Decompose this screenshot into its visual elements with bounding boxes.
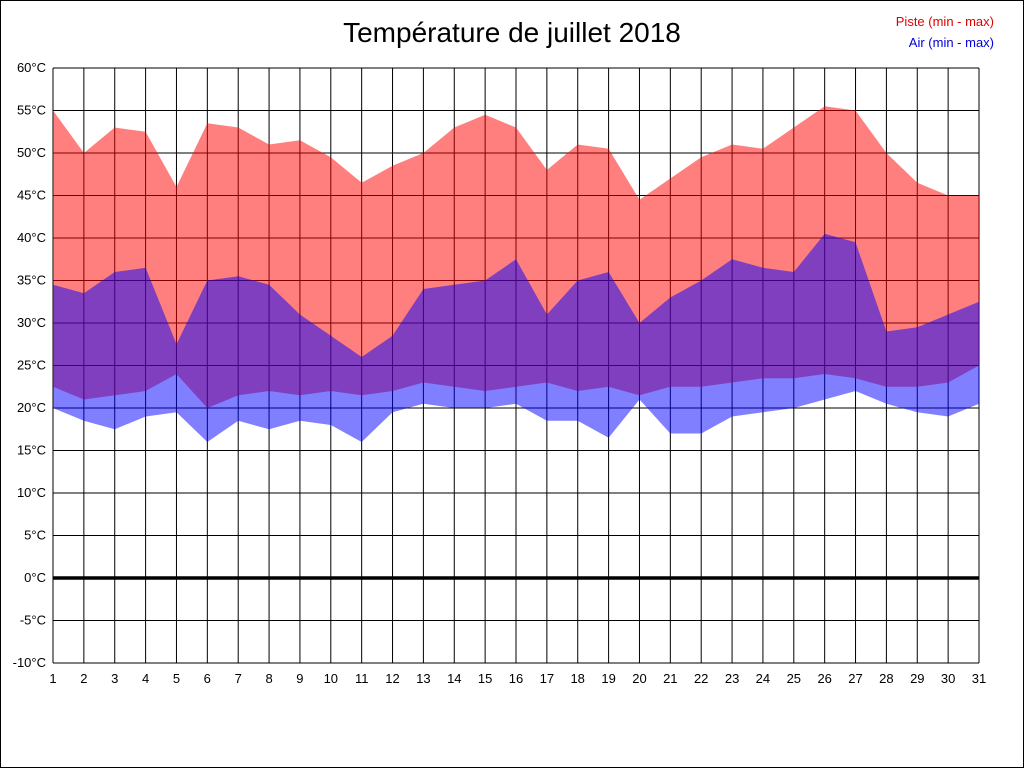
- svg-text:60°C: 60°C: [17, 60, 46, 75]
- svg-text:5°C: 5°C: [24, 528, 46, 543]
- svg-text:19: 19: [601, 671, 615, 686]
- svg-text:0°C: 0°C: [24, 570, 46, 585]
- svg-text:14: 14: [447, 671, 461, 686]
- legend-label-piste: Piste (min - max): [895, 14, 994, 29]
- svg-text:40°C: 40°C: [17, 230, 46, 245]
- svg-text:25°C: 25°C: [17, 358, 46, 373]
- svg-text:26: 26: [817, 671, 831, 686]
- legend-item-piste: Piste (min - max): [896, 11, 994, 32]
- chart-title: Température de juillet 2018: [343, 17, 681, 48]
- svg-text:15: 15: [478, 671, 492, 686]
- svg-text:16: 16: [509, 671, 523, 686]
- svg-text:10: 10: [324, 671, 338, 686]
- svg-text:6: 6: [204, 671, 211, 686]
- svg-text:29: 29: [910, 671, 924, 686]
- svg-text:24: 24: [756, 671, 770, 686]
- svg-text:1: 1: [49, 671, 56, 686]
- svg-text:55°C: 55°C: [17, 103, 46, 118]
- svg-text:12: 12: [385, 671, 399, 686]
- svg-text:7: 7: [235, 671, 242, 686]
- svg-text:22: 22: [694, 671, 708, 686]
- svg-text:30°C: 30°C: [17, 315, 46, 330]
- legend-item-air: Air (min - max): [896, 32, 994, 53]
- svg-text:27: 27: [848, 671, 862, 686]
- legend-label-air: Air (min - max): [908, 35, 994, 50]
- svg-text:9: 9: [296, 671, 303, 686]
- svg-text:21: 21: [663, 671, 677, 686]
- chart-legend: Piste (min - max) Air (min - max): [896, 11, 994, 53]
- svg-text:-10°C: -10°C: [13, 655, 46, 670]
- svg-text:25: 25: [787, 671, 801, 686]
- svg-text:2: 2: [80, 671, 87, 686]
- svg-text:11: 11: [355, 671, 369, 686]
- svg-text:4: 4: [142, 671, 149, 686]
- svg-text:31: 31: [972, 671, 986, 686]
- svg-text:5: 5: [173, 671, 180, 686]
- svg-text:15°C: 15°C: [17, 443, 46, 458]
- svg-text:18: 18: [570, 671, 584, 686]
- svg-text:3: 3: [111, 671, 118, 686]
- svg-text:8: 8: [265, 671, 272, 686]
- svg-text:-5°C: -5°C: [20, 613, 46, 628]
- svg-text:50°C: 50°C: [17, 145, 46, 160]
- svg-text:20: 20: [632, 671, 646, 686]
- svg-text:17: 17: [540, 671, 554, 686]
- svg-text:35°C: 35°C: [17, 273, 46, 288]
- svg-text:28: 28: [879, 671, 893, 686]
- svg-text:10°C: 10°C: [17, 485, 46, 500]
- svg-text:30: 30: [941, 671, 955, 686]
- svg-text:20°C: 20°C: [17, 400, 46, 415]
- svg-text:23: 23: [725, 671, 739, 686]
- svg-text:45°C: 45°C: [17, 188, 46, 203]
- svg-text:13: 13: [416, 671, 430, 686]
